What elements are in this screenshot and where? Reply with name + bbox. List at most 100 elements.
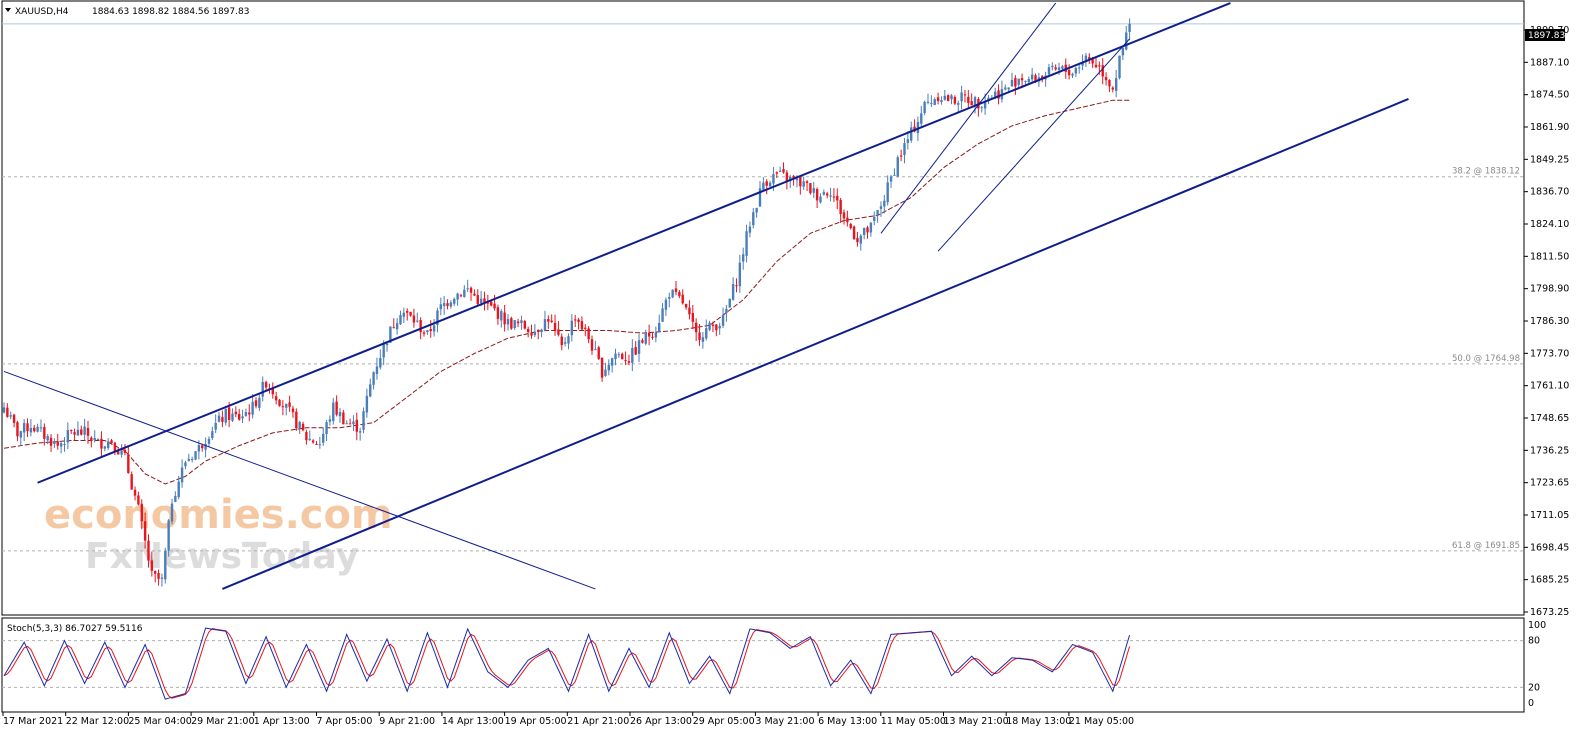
candle-bull: [1084, 55, 1088, 62]
candle-bear: [516, 321, 520, 324]
price-tick-label: 1748.65: [1530, 413, 1569, 424]
candle-bull: [479, 298, 483, 304]
candle-bear: [264, 382, 268, 388]
candle-bear: [866, 227, 869, 233]
symbol-label: XAUUSD,H4: [15, 7, 69, 17]
candle-bear: [305, 431, 308, 441]
candle-bear: [647, 332, 651, 337]
candle-bull: [567, 336, 570, 344]
candle-bull: [960, 92, 963, 102]
candle-bull: [668, 297, 671, 299]
candle-bear: [446, 303, 449, 307]
candle-bear: [16, 422, 19, 437]
candle-bear: [681, 294, 684, 304]
candle-bull: [896, 157, 899, 177]
candle-bull: [1030, 74, 1034, 80]
ma-path: [3, 99, 1130, 485]
candle-bear: [469, 287, 473, 293]
candle-bear: [490, 301, 493, 306]
candle-bull: [873, 216, 876, 221]
candle-bull: [862, 227, 866, 236]
candle-bull: [742, 254, 745, 262]
candle-bull: [177, 481, 180, 498]
candle-bear: [459, 295, 463, 297]
candle-bear: [627, 361, 631, 363]
candle-bear: [694, 322, 698, 333]
candle-bear: [530, 333, 533, 336]
candle-bull: [933, 99, 936, 105]
candle-bull: [916, 121, 920, 134]
candle-bear: [537, 329, 540, 332]
candle-bull: [439, 304, 442, 310]
candle-bear: [49, 437, 53, 446]
candle-bear: [634, 347, 637, 355]
candle-bear: [899, 155, 903, 157]
candle-bear: [311, 440, 315, 443]
candle-bull: [812, 188, 815, 193]
candle-bull: [940, 100, 943, 103]
candle-bull: [328, 419, 332, 422]
candle-bull: [436, 310, 439, 326]
candle-bear: [221, 417, 224, 422]
time-tick-label: 22 Mar 12:00: [66, 716, 129, 727]
triangle-down-icon[interactable]: [5, 8, 11, 12]
candle-bear: [409, 311, 412, 316]
candle-bear: [967, 96, 970, 103]
candle-bear: [580, 321, 584, 330]
time-tick-label: 21 Apr 21:00: [567, 716, 629, 727]
candle-bear: [73, 432, 76, 435]
candle-bull: [886, 182, 889, 203]
candle-bull: [604, 369, 607, 376]
candle-bull: [738, 262, 742, 287]
candle-bull: [1078, 67, 1081, 69]
watermark-line2: FxNewsToday: [85, 536, 359, 577]
candle-bull: [369, 384, 372, 397]
candle-bull: [725, 308, 728, 314]
candle-bear: [574, 319, 577, 321]
candle-bull: [46, 436, 49, 441]
ohlc-values: 1884.63 1898.82 1884.56 1897.83: [92, 7, 249, 17]
candle-bull: [362, 411, 365, 430]
candle-bear: [234, 411, 238, 415]
grid-layer: 38.2 @ 1838.12 50.0 @ 1764.98 61.8 @ 1691.…: [2, 23, 1524, 552]
candle-bull: [876, 210, 879, 216]
candle-bull: [923, 101, 926, 114]
candle-bear: [6, 407, 9, 417]
candle-bear: [291, 408, 295, 413]
stoch-axis-label: 100: [1528, 620, 1546, 631]
candle-bear: [127, 454, 130, 474]
candle-bull: [721, 315, 725, 326]
time-tick-label: 19 Apr 05:00: [505, 716, 567, 727]
candle-bear: [86, 428, 90, 436]
candle-bull: [795, 178, 799, 181]
candle-bull: [762, 182, 765, 190]
candle-bull: [63, 443, 66, 445]
candle-bear: [100, 438, 103, 449]
candle-bull: [416, 320, 419, 322]
candle-bull: [59, 443, 63, 447]
indicator-pane-frame: [1, 617, 1525, 713]
candle-bull: [1128, 23, 1131, 33]
candle-bull: [345, 423, 348, 425]
candle-bull: [251, 401, 254, 415]
candle-bear: [133, 489, 137, 496]
candle-bull: [325, 422, 328, 435]
candle-bull: [1007, 87, 1010, 90]
candle-bear: [248, 412, 251, 415]
time-tick-label: 21 May 05:00: [1069, 716, 1134, 727]
candle-bull: [983, 101, 987, 109]
candle-bear: [715, 324, 718, 331]
candle-bull: [285, 403, 288, 408]
candle-bear: [80, 429, 83, 435]
candle-bear: [406, 310, 409, 313]
candle-bull: [607, 364, 610, 371]
candle-bull: [29, 427, 33, 433]
candle-bull: [772, 174, 775, 184]
candle-bull: [211, 431, 214, 438]
candle-bear: [678, 292, 681, 297]
candle-bear: [550, 320, 553, 323]
trend-lines[interactable]: [3, 2, 1409, 590]
time-tick-label: 25 Mar 04:00: [128, 716, 191, 727]
